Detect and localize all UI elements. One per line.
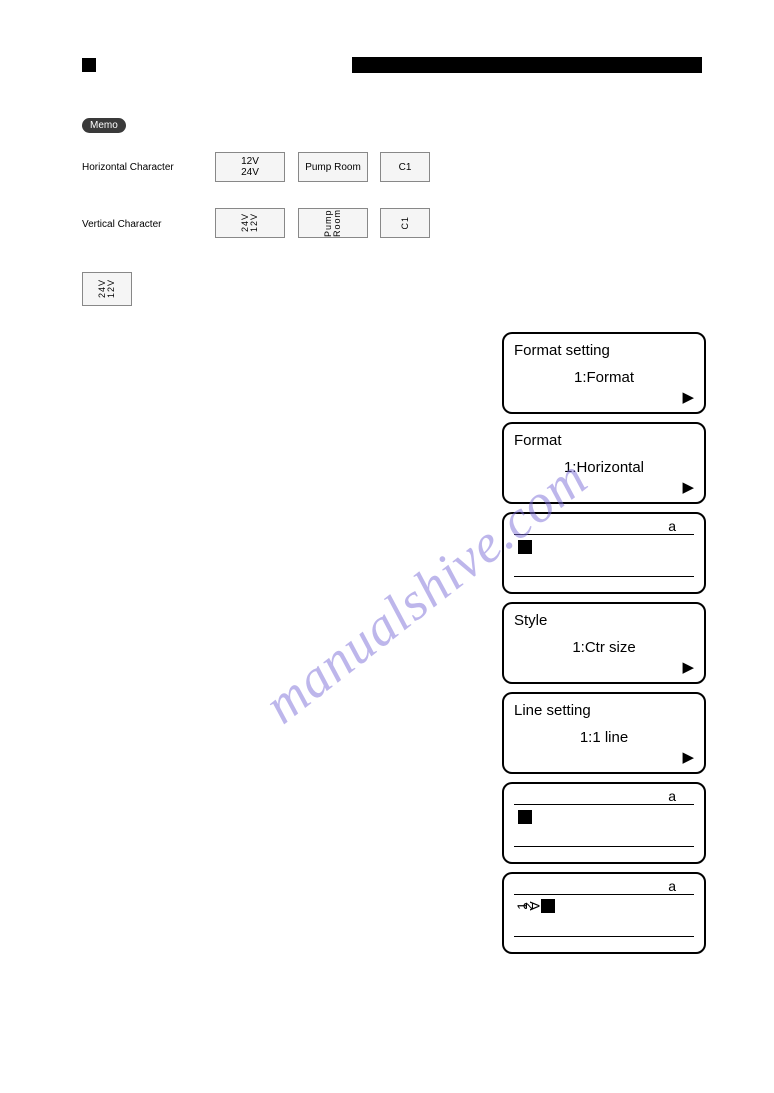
screen-4-title: Style bbox=[514, 612, 694, 629]
v-box-1-line1: 12V bbox=[250, 213, 259, 232]
screen-format-setting: Format setting 1:Format ▶ bbox=[502, 332, 706, 414]
h-box-1-line2: 24V bbox=[241, 167, 259, 178]
cursor-icon bbox=[518, 540, 532, 554]
v-box-1: 24V 12V bbox=[215, 208, 285, 238]
screen-style: Style 1:Ctr size ▶ bbox=[502, 602, 706, 684]
screen-6-a-label: a bbox=[668, 788, 676, 804]
char-3: V bbox=[526, 901, 542, 910]
screen-editor-1: a bbox=[502, 512, 706, 594]
cursor-icon bbox=[518, 810, 532, 824]
line-rule bbox=[514, 846, 694, 847]
screen-line-setting: Line setting 1:1 line ▶ bbox=[502, 692, 706, 774]
line-rule bbox=[514, 894, 694, 895]
h-box-1: 12V 24V bbox=[215, 152, 285, 182]
line-rule bbox=[514, 804, 694, 805]
line-rule bbox=[514, 576, 694, 577]
screen-format: Format 1:Horizontal ▶ bbox=[502, 422, 706, 504]
v-box-2-text: Pump Room bbox=[324, 209, 342, 237]
h-box-3: C1 bbox=[380, 152, 430, 182]
char-strip: 1 2 V bbox=[518, 898, 555, 914]
screen-5-arrow-icon: ▶ bbox=[682, 748, 694, 766]
screen-3-a-label: a bbox=[668, 518, 676, 534]
screen-2-title: Format bbox=[514, 432, 694, 449]
v-box-3-text: C1 bbox=[401, 216, 410, 230]
v-box-2: Pump Room bbox=[298, 208, 368, 238]
screen-1-title: Format setting bbox=[514, 342, 694, 359]
screen-5-value: 1:1 line bbox=[514, 729, 694, 746]
h-box-2: Pump Room bbox=[298, 152, 368, 182]
h-box-3-text: C1 bbox=[399, 162, 412, 173]
screen-5-title: Line setting bbox=[514, 702, 694, 719]
cursor-icon bbox=[541, 899, 555, 913]
standalone-line1: 12V bbox=[107, 279, 116, 298]
corner-marker bbox=[82, 58, 96, 72]
screen-editor-2: a bbox=[502, 782, 706, 864]
h-box-2-text: Pump Room bbox=[305, 162, 361, 173]
screen-stack: Format setting 1:Format ▶ Format 1:Horiz… bbox=[502, 332, 706, 962]
line-rule bbox=[514, 534, 694, 535]
screen-7-a-label: a bbox=[668, 878, 676, 894]
screen-4-value: 1:Ctr size bbox=[514, 639, 694, 656]
screen-1-value: 1:Format bbox=[514, 369, 694, 386]
standalone-box: 24V 12V bbox=[82, 272, 132, 306]
h-box-1-line1: 12V bbox=[241, 156, 259, 167]
memo-badge: Memo bbox=[82, 118, 126, 133]
line-rule bbox=[514, 936, 694, 937]
screen-editor-3: a 1 2 V bbox=[502, 872, 706, 954]
page: Memo Horizontal Character 12V 24V Pump R… bbox=[0, 0, 774, 1093]
vertical-label: Vertical Character bbox=[82, 219, 161, 230]
v-box-3: C1 bbox=[380, 208, 430, 238]
header-bar bbox=[352, 57, 702, 73]
screen-2-value: 1:Horizontal bbox=[514, 459, 694, 476]
screen-1-arrow-icon: ▶ bbox=[682, 388, 694, 406]
horizontal-label: Horizontal Character bbox=[82, 162, 174, 173]
screen-4-arrow-icon: ▶ bbox=[682, 658, 694, 676]
screen-2-arrow-icon: ▶ bbox=[682, 478, 694, 496]
